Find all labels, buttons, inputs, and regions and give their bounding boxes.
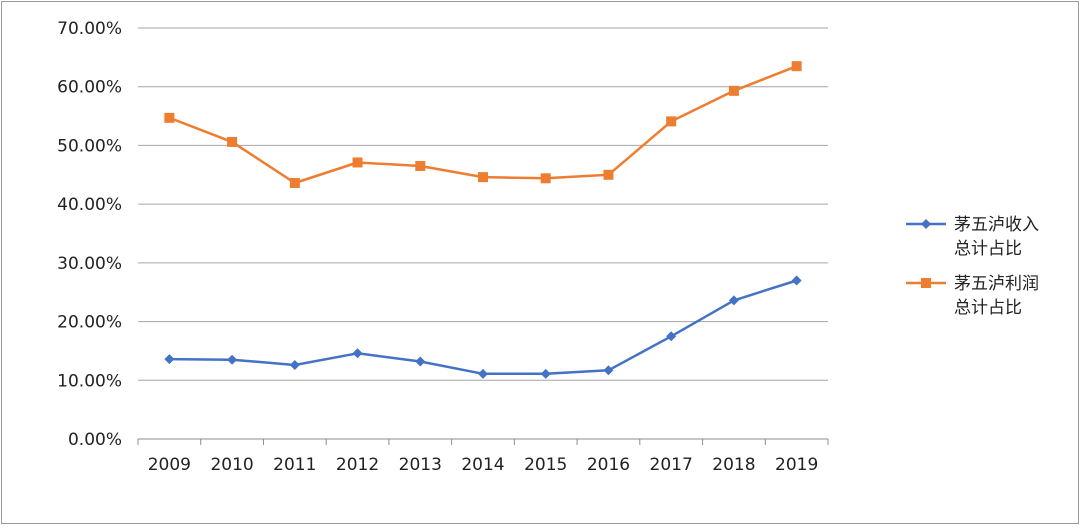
x-tick-label: 2011 — [273, 455, 316, 475]
legend-label: 茅五泸收入 — [954, 215, 1039, 235]
y-tick-label: 0.00% — [68, 430, 122, 450]
x-tick-label: 2012 — [336, 455, 379, 475]
legend-label: 茅五泸利润 — [954, 274, 1039, 294]
data-point — [164, 112, 175, 123]
y-tick-label: 20.00% — [57, 313, 122, 333]
x-axis: 2009 2010 2011 2012 2013 2014 2015 2016 2017 2018… — [137, 439, 829, 475]
data-point — [352, 348, 363, 359]
data-point — [603, 365, 614, 376]
data-point — [791, 61, 802, 72]
data-point — [540, 368, 551, 379]
y-tick-label: 70.00% — [57, 19, 122, 39]
x-tick-label: 2014 — [461, 455, 504, 475]
data-point — [415, 356, 426, 367]
data-point — [603, 169, 614, 180]
x-tick-label: 2016 — [587, 455, 630, 475]
data-point — [540, 173, 551, 184]
data-point — [728, 295, 739, 306]
y-tick-label: 10.00% — [57, 371, 122, 391]
y-tick-label: 60.00% — [57, 78, 122, 98]
data-point — [666, 331, 677, 342]
legend-marker — [921, 219, 931, 229]
x-tick-label: 2015 — [524, 455, 567, 475]
data-point — [352, 157, 363, 168]
data-point — [666, 116, 677, 127]
series-line — [169, 279, 797, 376]
gridlines — [138, 27, 828, 440]
data-point — [164, 354, 175, 365]
data-point — [227, 136, 238, 147]
y-tick-label: 50.00% — [57, 136, 122, 156]
data-point — [478, 172, 488, 183]
x-tick-label: 2019 — [775, 455, 818, 475]
x-tick-label: 2010 — [210, 455, 253, 475]
data-point — [415, 160, 426, 171]
legend-label: 总计占比 — [954, 239, 1022, 259]
data-point — [227, 354, 238, 365]
y-axis: 0.00% 10.00% 20.00% 30.00% 40.00% 50.00% 60.00… — [57, 19, 122, 450]
series-line — [168, 65, 798, 185]
series-group — [164, 61, 802, 379]
data-point — [289, 360, 300, 371]
data-point — [791, 275, 802, 286]
data-point — [728, 85, 739, 96]
x-tick-label: 2018 — [712, 455, 755, 475]
data-point — [478, 368, 488, 379]
y-tick-label: 40.00% — [57, 195, 122, 215]
y-tick-label: 30.00% — [57, 254, 122, 274]
x-tick-label: 2009 — [148, 455, 191, 475]
x-tick-label: 2013 — [399, 455, 442, 475]
data-point — [289, 178, 300, 189]
legend-label: 总计占比 — [954, 298, 1022, 318]
x-tick-label: 2017 — [650, 455, 693, 475]
legend-marker — [921, 278, 931, 288]
